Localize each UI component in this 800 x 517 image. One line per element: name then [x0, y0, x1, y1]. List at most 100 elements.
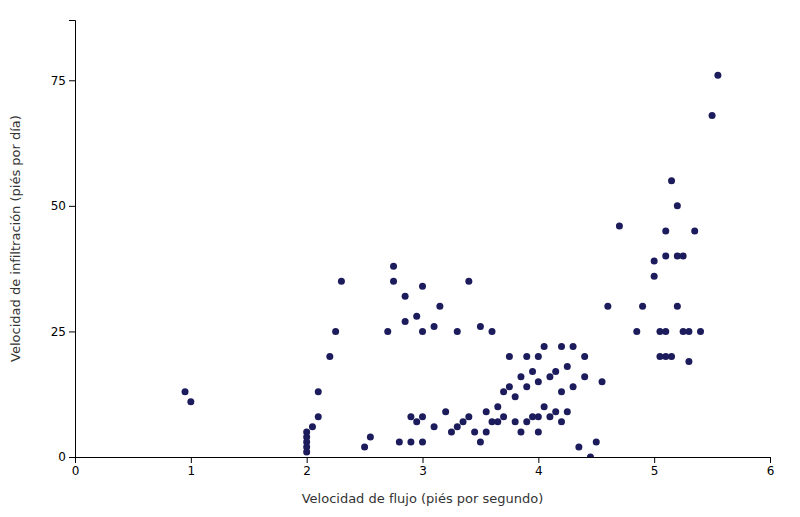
point: [471, 428, 478, 435]
point: [599, 378, 606, 385]
tick-mark: [423, 457, 424, 463]
point: [367, 433, 374, 440]
point: [546, 413, 553, 420]
point: [714, 72, 721, 79]
tick-label: 2: [303, 464, 311, 478]
tick-label: 0: [58, 450, 66, 464]
point: [477, 438, 484, 445]
tick-mark: [69, 457, 75, 458]
point: [512, 393, 519, 400]
point: [303, 448, 310, 455]
point: [332, 328, 339, 335]
point: [419, 413, 426, 420]
tick-mark: [654, 457, 655, 463]
tick-label: 4: [535, 464, 543, 478]
tick: 5: [651, 457, 659, 478]
point: [552, 408, 559, 415]
point: [558, 418, 565, 425]
point: [477, 323, 484, 330]
point: [454, 423, 461, 430]
point: [309, 423, 316, 430]
point: [552, 368, 559, 375]
point: [541, 343, 548, 350]
point: [419, 438, 426, 445]
point: [413, 313, 420, 320]
point: [384, 328, 391, 335]
tick: 3: [419, 457, 427, 478]
axis-line: [76, 458, 771, 464]
point: [442, 408, 449, 415]
point: [396, 438, 403, 445]
tick-label: 5: [651, 464, 659, 478]
point: [407, 413, 414, 420]
tick: 0: [58, 450, 75, 464]
point: [685, 328, 692, 335]
point: [709, 112, 716, 119]
point: [315, 388, 322, 395]
point: [674, 202, 681, 209]
point: [535, 378, 542, 385]
chart: 01234560255075Velocidad de flujo (piés p…: [0, 0, 800, 517]
y-axis: 0255075: [51, 21, 76, 465]
point: [570, 343, 577, 350]
point: [413, 418, 420, 425]
axis-line: [69, 21, 76, 458]
point: [581, 353, 588, 360]
point: [685, 358, 692, 365]
point: [500, 413, 507, 420]
tick: 4: [535, 457, 543, 478]
tick: 0: [72, 457, 80, 478]
tick-mark: [69, 80, 75, 81]
point: [639, 303, 646, 310]
tick: 25: [51, 325, 75, 339]
point: [454, 328, 461, 335]
point: [361, 443, 368, 450]
point: [523, 418, 530, 425]
point: [390, 263, 397, 270]
point: [668, 353, 675, 360]
point: [187, 398, 194, 405]
point: [523, 353, 530, 360]
point: [529, 368, 536, 375]
point: [431, 323, 438, 330]
plot: 01234560255075: [51, 21, 775, 478]
point: [500, 388, 507, 395]
point: [570, 383, 577, 390]
tick-mark: [538, 457, 539, 463]
point: [506, 383, 513, 390]
point: [535, 428, 542, 435]
point: [575, 443, 582, 450]
point: [303, 438, 310, 445]
point: [558, 343, 565, 350]
point: [390, 278, 397, 285]
point: [587, 454, 594, 458]
point: [448, 428, 455, 435]
tick-mark: [307, 457, 308, 463]
point: [523, 383, 530, 390]
tick: 2: [303, 457, 311, 478]
point: [419, 283, 426, 290]
point: [436, 303, 443, 310]
tick: 6: [767, 457, 775, 478]
points: [182, 72, 722, 457]
point: [402, 318, 409, 325]
point: [338, 278, 345, 285]
point: [564, 363, 571, 370]
tick: 50: [51, 199, 75, 213]
tick-label: 50: [51, 199, 66, 213]
point: [662, 328, 669, 335]
point: [326, 353, 333, 360]
point: [460, 418, 467, 425]
tick-mark: [770, 457, 771, 463]
point: [546, 373, 553, 380]
point: [517, 373, 524, 380]
point: [483, 428, 490, 435]
point: [489, 328, 496, 335]
point: [506, 353, 513, 360]
y-axis-title: Velocidad de infiltración (piés por día): [8, 115, 23, 362]
point: [616, 222, 623, 229]
point: [517, 428, 524, 435]
point: [680, 253, 687, 260]
tick-label: 1: [188, 464, 196, 478]
point: [535, 353, 542, 360]
